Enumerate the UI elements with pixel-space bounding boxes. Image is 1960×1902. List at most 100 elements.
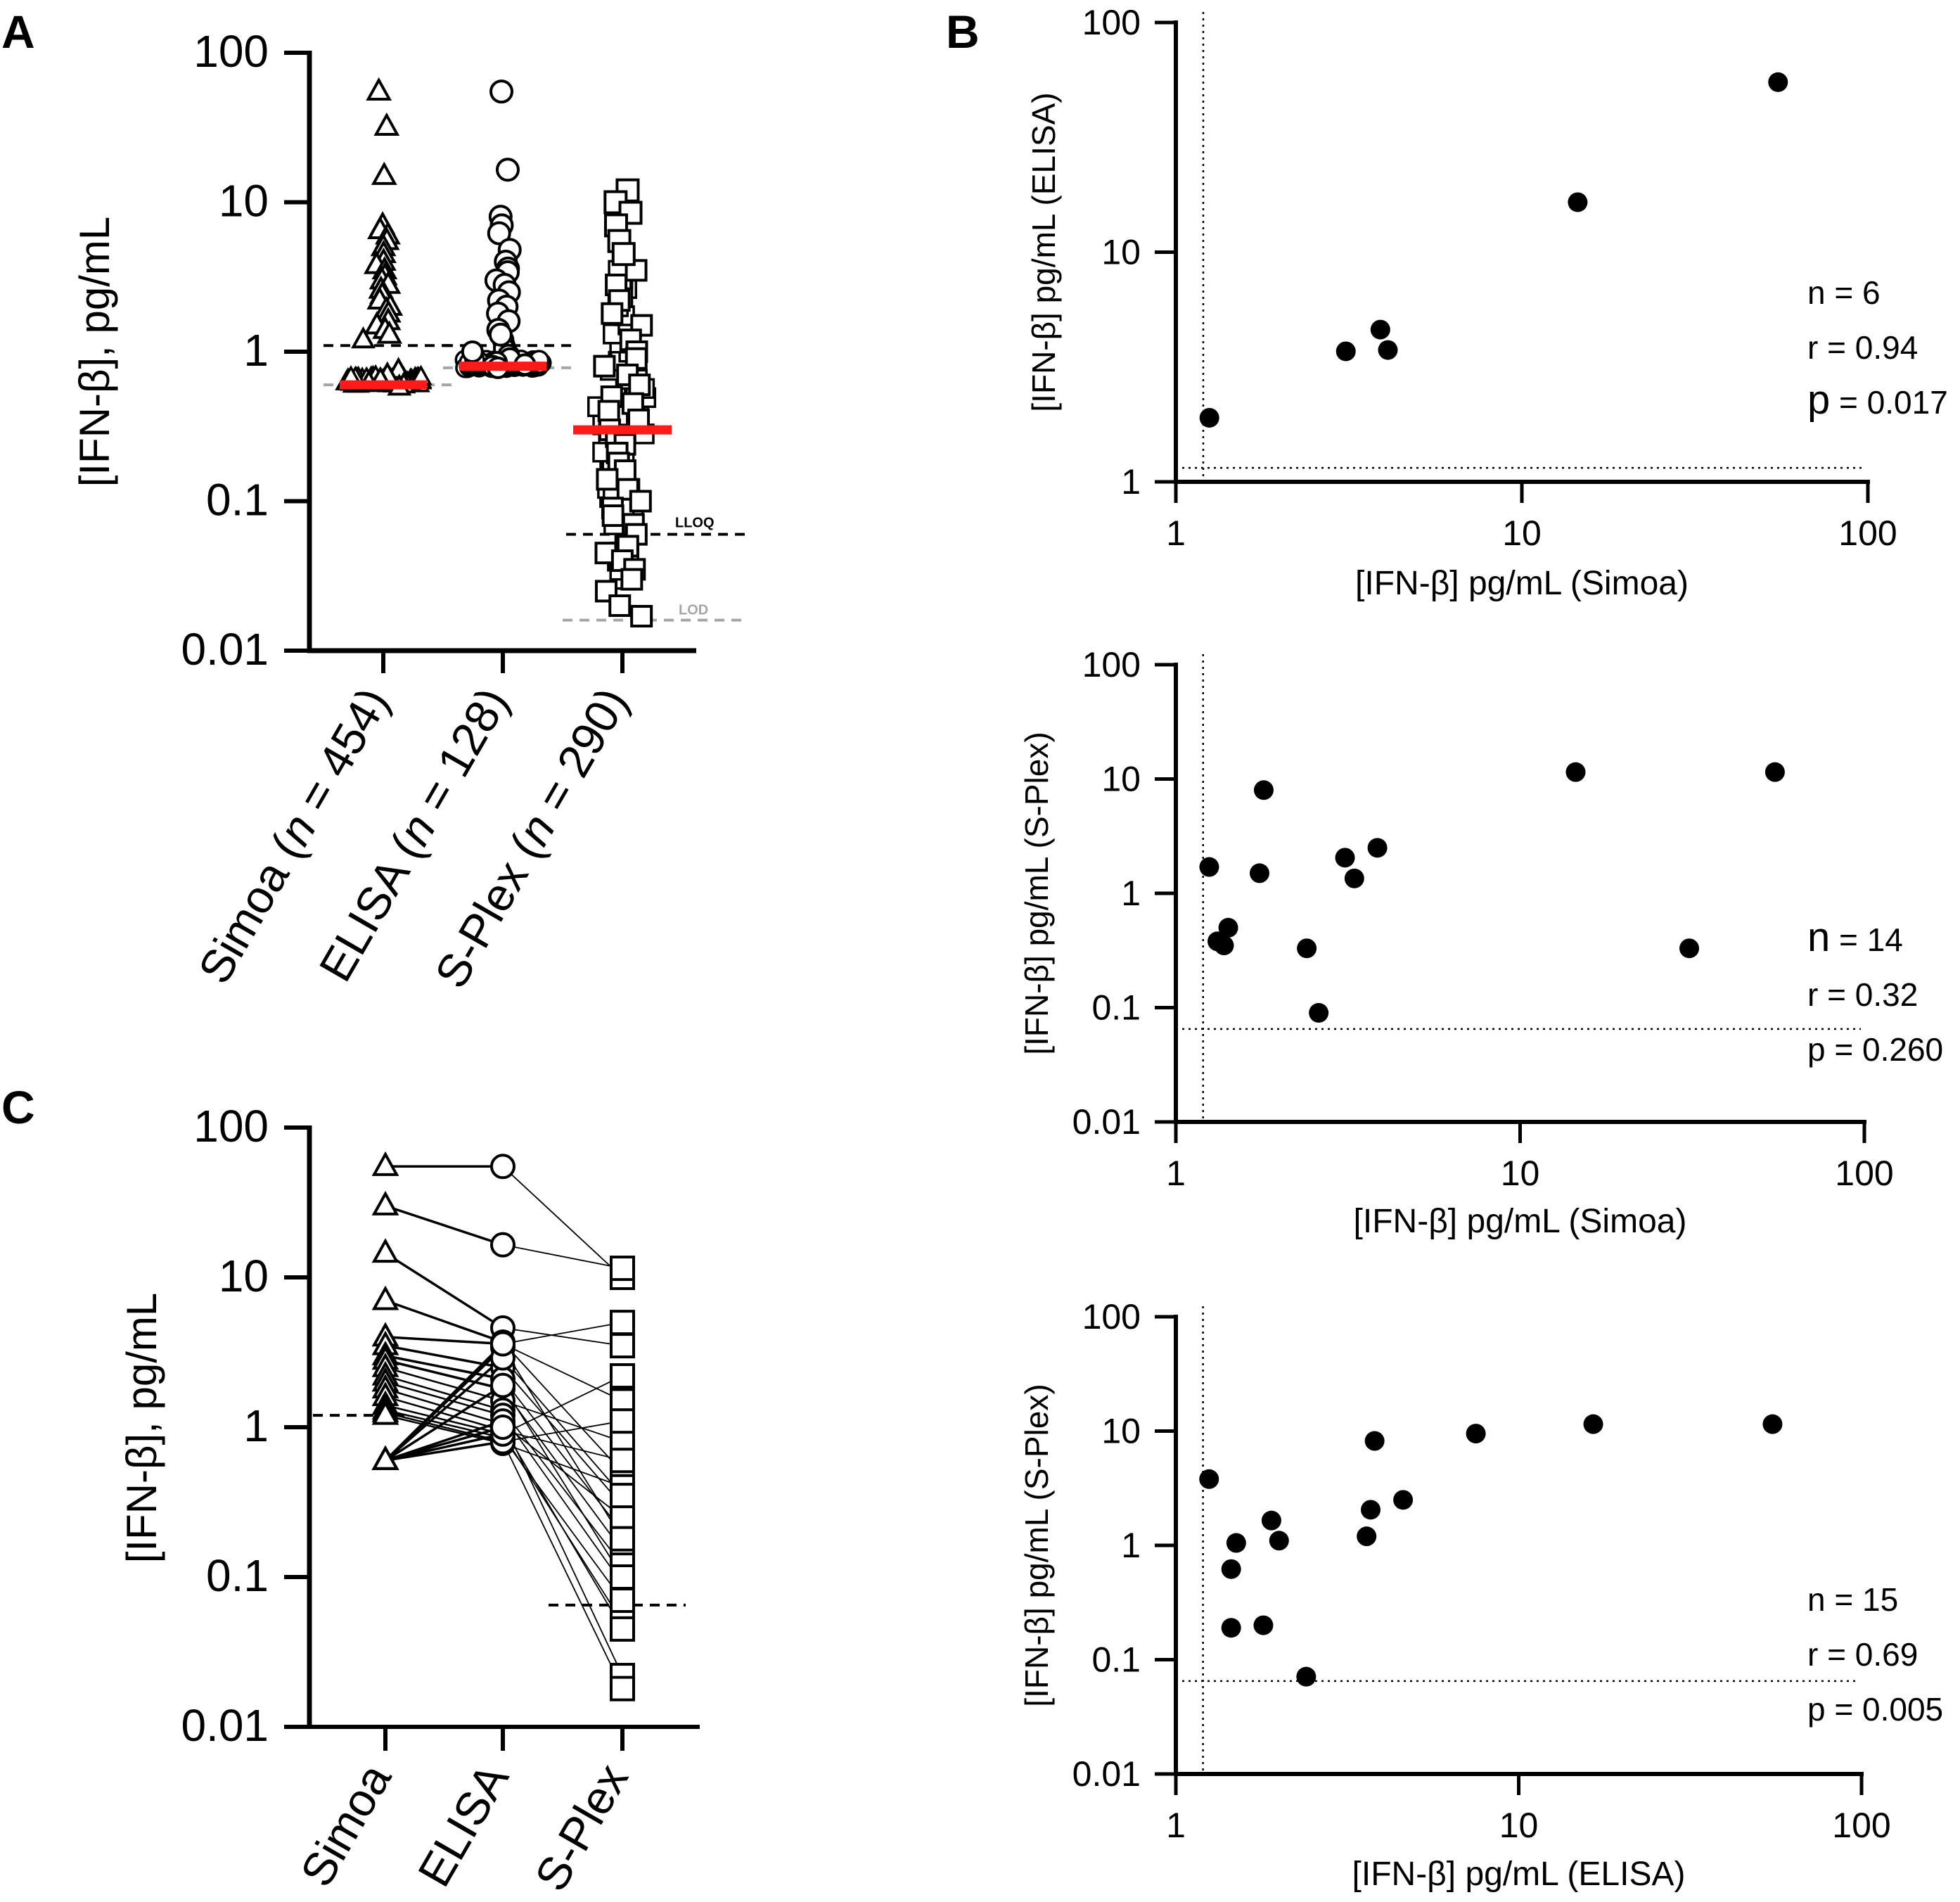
category-name: S-Plex (: [425, 827, 552, 996]
stat-p-symbol: p: [1807, 1031, 1826, 1068]
y-tick-label: 1: [1121, 1526, 1141, 1565]
data-point: [596, 468, 619, 491]
stat-n-symbol: n: [1807, 914, 1830, 960]
data-point: [610, 1616, 635, 1642]
x-tick-label: 1: [1166, 1806, 1186, 1845]
data-point: [1218, 917, 1238, 938]
stat-p-value: = 0.260: [1826, 1031, 1944, 1068]
pair-line-elisa-splex: [502, 1423, 623, 1518]
pair-line-elisa-splex: [502, 1347, 623, 1540]
stat-p-value: = 0.005: [1826, 1691, 1944, 1728]
data-point: [351, 326, 376, 349]
data-point: [1367, 838, 1388, 858]
y-tick-label: 0.1: [1091, 1640, 1141, 1680]
data-point: [1199, 857, 1219, 877]
data-point: [1360, 1500, 1381, 1520]
y-tick-label: 100: [193, 26, 269, 77]
data-point: [1199, 1469, 1219, 1489]
pair-line-elisa-splex: [502, 1441, 623, 1690]
stat-p-symbol: p: [1807, 1691, 1826, 1728]
pair-line-simoa-elisa: [385, 1359, 504, 1391]
stat-p: p = 0.005: [1807, 1691, 1943, 1728]
x-tick-label: 1: [1166, 513, 1186, 553]
pair-line-simoa-elisa: [384, 1357, 504, 1462]
data-point: [1764, 762, 1785, 782]
data-point: [1357, 1526, 1377, 1547]
y-tick-label: 10: [219, 176, 269, 226]
pair-line-simoa-elisa: [385, 1404, 504, 1435]
y-axis-label: [IFN-β] pg/mL (ELISA): [1025, 92, 1062, 411]
stat-n-value: = 15: [1826, 1581, 1899, 1618]
panel-c: C 0.01 0.1 1 10 100 [IFN-β], pg/mL Simoa ELISA S-…: [1, 1081, 700, 1899]
y-tick-label: 100: [1082, 645, 1141, 684]
pair-line-elisa-splex: [502, 1415, 623, 1585]
data-point: [610, 1587, 635, 1613]
data-point: [1762, 1414, 1783, 1434]
data-point: [490, 1372, 515, 1398]
data-point: [610, 1505, 635, 1531]
data-point: [610, 1363, 635, 1389]
data-point: [371, 1285, 399, 1310]
pair-line-simoa-elisa: [384, 1343, 504, 1462]
stat-p-value: = 0.017: [1830, 384, 1948, 421]
pair-line-elisa-splex: [502, 1426, 623, 1630]
pair-line-elisa-splex: [502, 1429, 623, 1462]
stat-n-value: = 6: [1826, 274, 1881, 311]
y-axis-label: [IFN-β], pg/mL: [118, 1293, 165, 1564]
pair-line-elisa-splex: [502, 1420, 623, 1676]
pair-line-simoa-elisa: [385, 1374, 504, 1411]
y-tick-label: 0.01: [181, 624, 269, 675]
data-point: [1253, 780, 1274, 800]
stat-r: r = 0.94: [1807, 329, 1918, 366]
pair-line-simoa-elisa: [385, 1412, 504, 1443]
data-point: [371, 1238, 399, 1263]
category-name: ELISA (: [309, 827, 433, 990]
data-point: [1269, 1531, 1289, 1551]
data-point: [597, 400, 620, 423]
pair-line-simoa-elisa: [385, 1426, 504, 1462]
data-point: [1199, 407, 1219, 428]
y-tick-label: 10: [219, 1251, 269, 1301]
x-tick-label: 100: [1832, 1806, 1890, 1845]
x-axis-label: [IFN-β] pg/mL (Simoa): [1354, 1203, 1687, 1240]
data-point: [620, 568, 643, 591]
y-tick-label: 1: [243, 1400, 269, 1451]
pair-line-elisa-splex: [502, 1166, 623, 1278]
data-point: [610, 1564, 635, 1590]
data-point: [1309, 1002, 1329, 1023]
category-n-value: = 290): [520, 679, 638, 831]
panel-b-elisa-vs-splex: 0.01 0.1 1 10 100 1 10 100 [IFN-β] pg/mL (S-Plex…: [1018, 1297, 1943, 1893]
x-tick-label: 100: [1835, 1154, 1893, 1193]
data-point: [1335, 848, 1355, 868]
pair-line-simoa-elisa: [385, 1336, 504, 1346]
category-label: Simoa: [290, 1755, 401, 1895]
data-point: [610, 1448, 635, 1474]
data-point: [1565, 762, 1586, 782]
pair-line-elisa-splex: [502, 1375, 623, 1435]
data-point: [371, 161, 397, 185]
data-point: [610, 1676, 635, 1702]
data-point: [1378, 340, 1398, 360]
data-point: [610, 1408, 635, 1434]
pair-line-elisa-splex: [502, 1400, 623, 1443]
y-tick-label: 10: [1101, 760, 1141, 799]
lloq-annotation: LLOQ: [675, 516, 715, 531]
x-axis-label: [IFN-β] pg/mL (ELISA): [1352, 1856, 1686, 1893]
data-point: [371, 1400, 399, 1425]
pair-line-elisa-splex: [502, 1420, 623, 1443]
data-point: [490, 1415, 515, 1440]
y-tick-label: 100: [193, 1101, 269, 1151]
data-point: [490, 1331, 515, 1357]
category-name: Simoa (: [188, 827, 313, 992]
data-point: [629, 490, 652, 513]
lod-annotation: LOD: [679, 603, 708, 618]
y-tick-label: 0.01: [1072, 1102, 1141, 1142]
data-point: [1253, 1615, 1274, 1635]
data-point: [610, 1483, 635, 1509]
stat-r: r = 0.32: [1807, 976, 1918, 1013]
panel-letter-a: A: [1, 6, 35, 58]
x-tick-label: 10: [1501, 1154, 1540, 1193]
category-n-value: = 454): [281, 679, 399, 831]
panel-letter-c: C: [1, 1081, 35, 1133]
data-point: [1568, 192, 1588, 212]
